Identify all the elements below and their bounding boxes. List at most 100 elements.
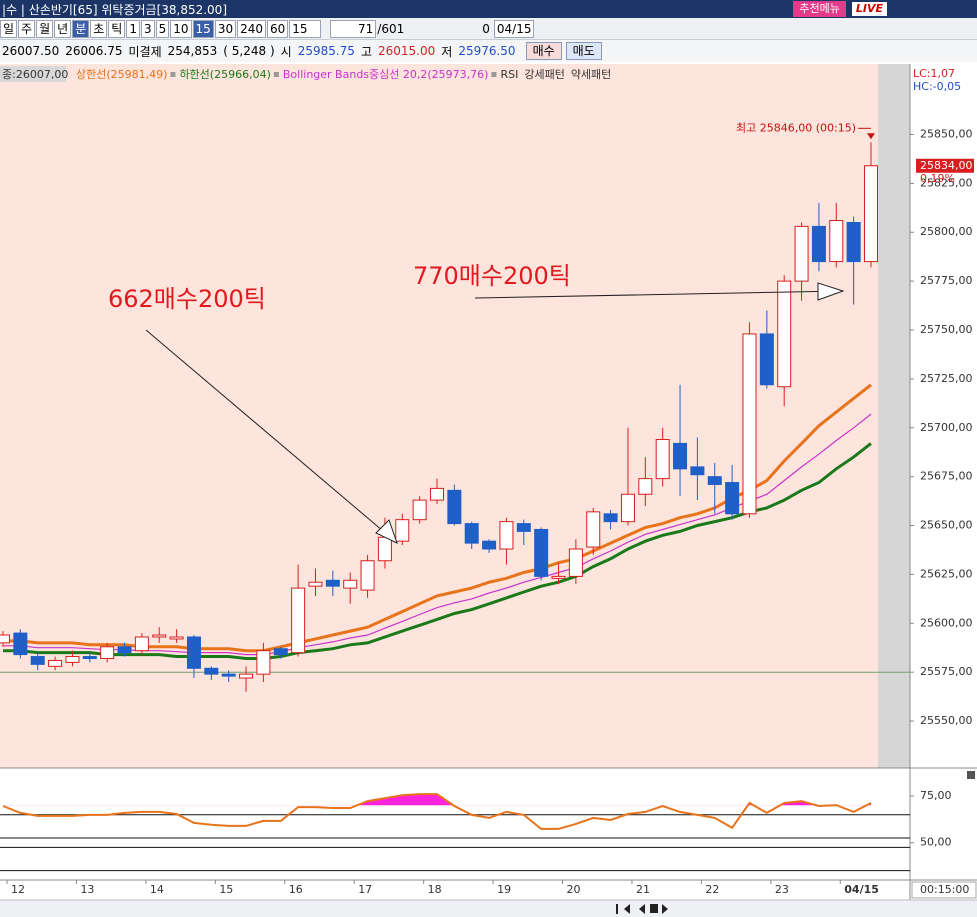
quote-item: 25985.75 [297, 44, 355, 58]
hc-label: HC:-0,05 [913, 80, 961, 93]
interval-select[interactable]: 15 [289, 19, 322, 38]
candle-body [811, 225, 826, 263]
sell-button[interactable]: 매도 [565, 42, 602, 60]
period-button[interactable]: 30 [214, 19, 237, 38]
x-tick-label: 16 [289, 883, 303, 896]
period-button[interactable]: 1 [126, 19, 140, 38]
candle-body [152, 634, 167, 638]
x-tick-label: 13 [80, 883, 94, 896]
candle-body [308, 581, 323, 587]
close-icon [967, 771, 975, 779]
candle-body [707, 476, 722, 485]
period-button[interactable]: 240 [237, 19, 266, 38]
future-strip [878, 64, 910, 768]
time-box [911, 881, 977, 899]
period-button[interactable]: 60 [267, 19, 289, 38]
y-tick-label: 25750,00 [920, 323, 973, 336]
candle-body [673, 442, 688, 470]
arrow-head [817, 282, 845, 301]
candle-body [534, 528, 549, 577]
candle-body [568, 548, 583, 577]
x-tick-label: 15 [219, 883, 233, 896]
period-button[interactable]: 5 [155, 19, 170, 38]
x-tick-label: 23 [775, 883, 789, 896]
candle-body [412, 499, 427, 521]
x-tick-label: 12 [11, 883, 25, 896]
legend-close: 종:26007,00 [2, 68, 68, 81]
y-tick-label: 25775,00 [920, 274, 973, 287]
candle-body [134, 636, 149, 652]
period-button[interactable]: 초 [90, 19, 108, 38]
candle-body [360, 560, 375, 591]
toolbar: 일 주 월 년 분 초 틱 1 3 5 10 15 30 240 60 15 71/601 0 04/15 [0, 18, 977, 40]
period-button[interactable]: 분 [72, 19, 90, 38]
last-price-box [916, 158, 974, 173]
quote-item: 26006.75 [65, 44, 123, 58]
candle-body [273, 648, 288, 656]
candle-body [742, 333, 757, 515]
legend-pill [0, 66, 66, 82]
date-input[interactable]: 04/15 [493, 19, 535, 38]
candle-body [603, 513, 618, 523]
candle-body [169, 636, 184, 640]
period-button[interactable]: 10 [170, 19, 192, 38]
x-tick-label: 21 [636, 883, 650, 896]
period-button[interactable]: 틱 [108, 19, 126, 38]
candle-body [343, 579, 358, 589]
period-button[interactable]: 년 [54, 19, 72, 38]
candle-body [100, 646, 115, 660]
x-tick-label: 19 [497, 883, 511, 896]
arrow-line [474, 290, 844, 299]
total-count: /601 [377, 21, 405, 36]
legend-marker [273, 72, 279, 77]
y-tick-label: 25575,00 [920, 665, 973, 678]
y-tick-label: 25625,00 [920, 567, 973, 580]
candle-body [690, 466, 705, 476]
quote-item: 26015.00 [378, 44, 436, 58]
y-tick-label: 25550,00 [920, 714, 973, 727]
candle-body [256, 650, 271, 675]
legend-marker [491, 72, 497, 77]
legend-entry: Bollinger Bands중심선 20,2(25973,76) [283, 68, 489, 81]
bottom-toolbar [0, 900, 977, 917]
candle-body [82, 656, 97, 660]
period-button[interactable]: 월 [36, 19, 54, 38]
candle-body [325, 579, 340, 587]
nav-icon [662, 904, 668, 914]
period-button[interactable]: 15 [192, 19, 214, 38]
arrow-head [375, 519, 398, 544]
buy-button[interactable]: 매수 [525, 42, 562, 60]
legend-entry: 강세패턴 [524, 68, 564, 81]
account-title: |수 | 산손반기[65] 위탁증거금[38,852.00] [2, 2, 227, 17]
quote-item: 26007.50 [2, 44, 60, 58]
lc-label: LC:1,07 [913, 67, 955, 80]
menu-button[interactable]: 추천메뉴 [793, 1, 846, 17]
rsi-line [2, 793, 872, 830]
candle-body [864, 165, 878, 263]
candle-body [13, 632, 28, 656]
count-input[interactable]: 71 [330, 19, 377, 38]
candle-body [30, 656, 45, 665]
quote-item: 254,853 [167, 44, 218, 58]
candle-body [430, 487, 444, 501]
high-annotation: 최고 25846,00 (00:15) [736, 121, 856, 134]
legend-entry: 약세패턴 [571, 67, 611, 81]
candle-body [0, 634, 10, 644]
x-tick-label: 04/15 [844, 883, 879, 896]
title-bar: |수 | 산손반기[65] 위탁증거금[38,852.00] 추천메뉴 LIVE [0, 0, 977, 18]
period-button[interactable]: 3 [140, 19, 155, 38]
period-button[interactable]: 주 [18, 19, 36, 38]
candle-body [48, 659, 63, 667]
candle-body [620, 493, 635, 523]
live-button[interactable]: LIVE [851, 2, 887, 16]
legend-entry: 상한선(25981,49) [76, 68, 167, 81]
x-tick-label: 22 [705, 883, 719, 896]
y-tick-label: 25675,00 [920, 470, 973, 483]
x-tick-label: 18 [428, 883, 442, 896]
y-tick-label: 25800,00 [920, 225, 973, 238]
period-button[interactable]: 일 [0, 19, 18, 38]
candle-body [447, 489, 462, 525]
candle-body [117, 646, 132, 654]
candle-body [777, 280, 792, 388]
candle-body [638, 478, 653, 495]
